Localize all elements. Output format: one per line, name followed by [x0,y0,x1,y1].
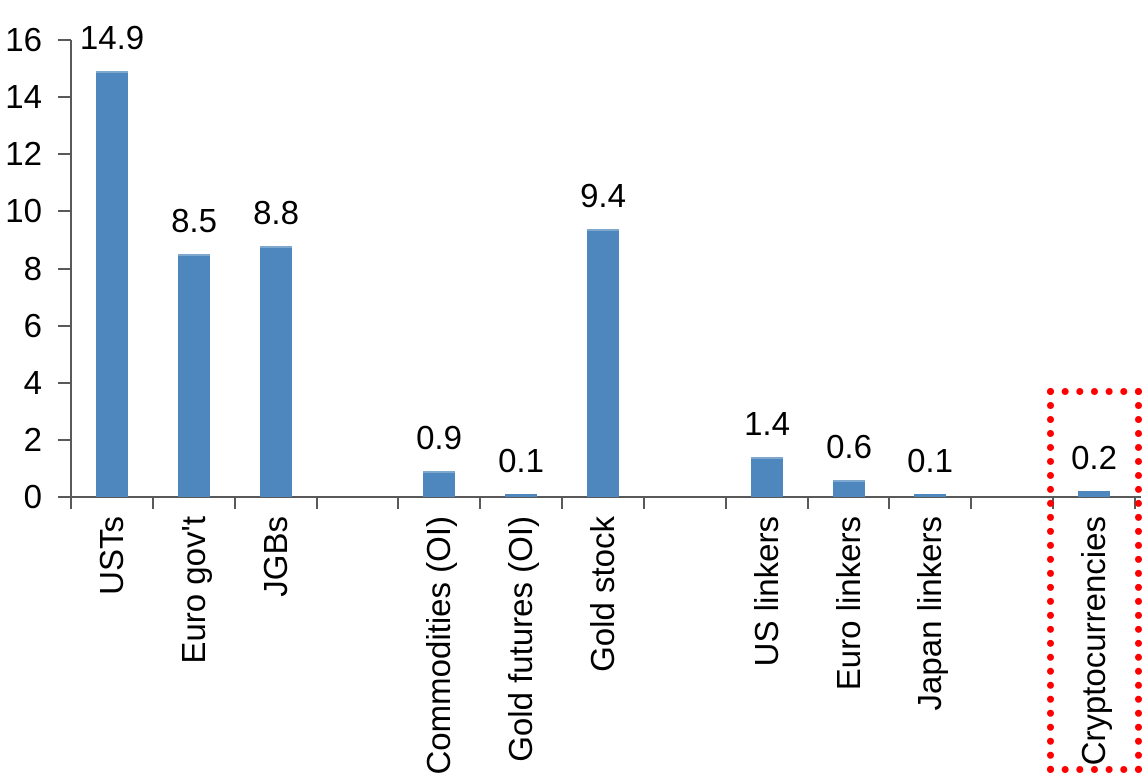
x-axis-label-us-linkers: US linkers [748,516,785,667]
y-axis-label-16: 16 [5,21,42,58]
y-tick-6 [58,325,71,327]
bar-gold-futures-oi [505,494,537,497]
x-tick-9 [807,498,809,509]
bar-euro-gov-t [178,254,210,497]
y-axis-label-4: 4 [23,364,42,401]
y-axis-label-10: 10 [5,192,42,229]
x-tick-6 [561,498,563,509]
x-axis-label-euro-gov-t: Euro gov't [175,516,212,664]
bar-jgbs [260,245,292,497]
value-label-jgbs: 8.8 [253,193,299,231]
y-tick-0 [58,496,71,498]
value-label-japan-linkers: 0.1 [907,442,953,480]
x-axis-label-jgbs: JGBs [257,516,294,597]
x-axis-label-gold-stock: Gold stock [584,516,621,672]
bar-euro-linkers [833,479,865,497]
y-tick-4 [58,382,71,384]
y-axis-label-0: 0 [23,478,42,515]
bar-usts [96,71,128,497]
x-axis-line [70,496,1141,498]
y-axis-label-8: 8 [23,250,42,287]
value-label-commodities-oi: 0.9 [416,419,462,457]
x-tick-5 [479,498,481,509]
bar-commodities-oi [423,471,455,497]
y-tick-14 [58,96,71,98]
y-axis-label-14: 14 [5,78,42,115]
x-axis-label-gold-futures-oi: Gold futures (OI) [502,516,539,762]
x-tick-10 [888,498,890,509]
value-label-cryptocurrencies: 0.2 [1071,439,1117,477]
highlight-box-cryptocurrencies [1047,388,1142,773]
y-tick-8 [58,268,71,270]
x-axis-label-commodities-oi: Commodities (OI) [420,516,457,775]
x-tick-4 [397,498,399,509]
bar-japan-linkers [914,494,946,497]
x-tick-8 [725,498,727,509]
y-axis-line [70,40,72,498]
value-label-us-linkers: 1.4 [744,405,790,442]
x-axis-label-euro-linkers: Euro linkers [830,516,867,691]
x-axis-label-japan-linkers: Japan linkers [911,516,948,711]
y-tick-2 [58,439,71,441]
value-label-usts: 14.9 [79,19,145,57]
value-label-gold-stock: 9.4 [580,176,626,214]
y-tick-10 [58,210,71,212]
x-axis-label-usts: USTs [93,516,130,595]
x-tick-3 [316,498,318,509]
x-tick-11 [970,498,972,509]
y-axis-label-6: 6 [23,307,42,344]
y-axis-label-12: 12 [5,135,42,172]
x-tick-7 [643,498,645,509]
x-tick-2 [234,498,236,509]
bar-gold-stock [587,228,619,497]
value-label-euro-gov-t: 8.5 [171,202,217,240]
y-tick-16 [58,39,71,41]
y-tick-12 [58,153,71,155]
bar-cryptocurrencies [1078,491,1110,497]
value-label-euro-linkers: 0.6 [826,427,872,465]
y-axis-label-2: 2 [23,421,42,458]
x-tick-1 [152,498,154,509]
bar-us-linkers [751,457,783,497]
value-label-gold-futures-oi: 0.1 [498,442,544,480]
x-tick-0 [70,498,72,509]
